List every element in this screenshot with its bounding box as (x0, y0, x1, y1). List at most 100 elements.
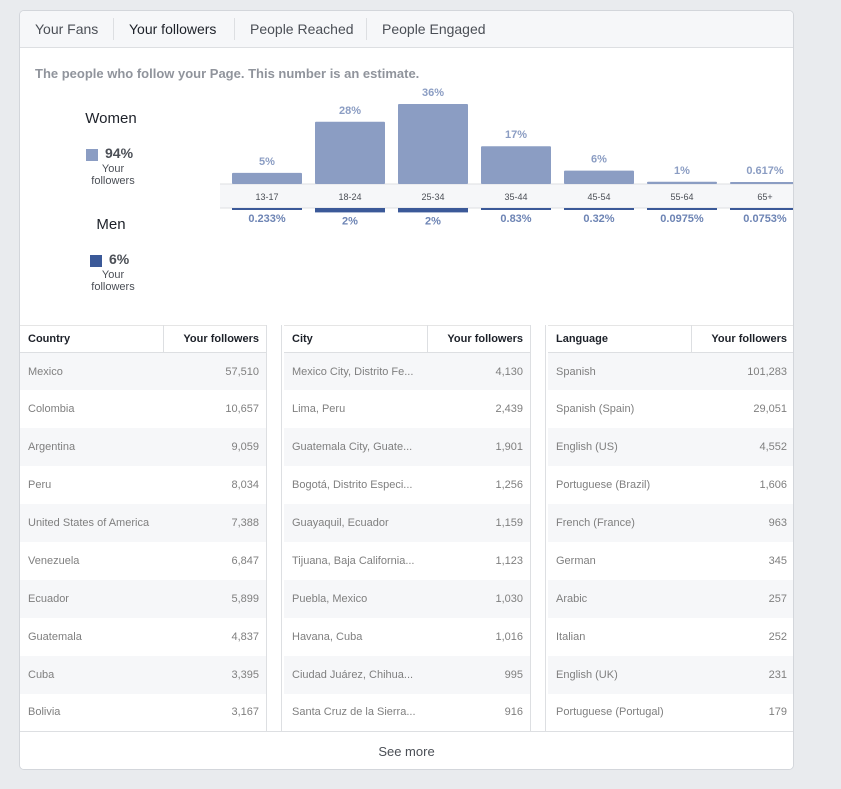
row-label: Ecuador (20, 579, 163, 618)
row-value: 345 (768, 554, 787, 567)
see-more-button[interactable]: See more (378, 744, 435, 759)
men-percent: 6% (109, 251, 130, 267)
row-value: 4,552 (691, 428, 793, 467)
women-title: Women (85, 110, 137, 127)
row-value: 9,059 (163, 428, 267, 467)
tab-your-fans[interactable]: Your Fans (35, 21, 99, 37)
men-bar (730, 208, 793, 210)
breakdown-tables: Country Your followers Mexico 57,510 Colom… (20, 325, 793, 731)
table-row: Puebla, Mexico 1,030 (284, 579, 531, 618)
age-tick-label: 35-44 (504, 192, 527, 202)
women-percent: 94% (105, 145, 134, 161)
row-value: 5,899 (163, 579, 267, 618)
women-bar-label: 17% (505, 129, 527, 141)
row-value: 1,123 (495, 554, 523, 567)
table-row: Peru 8,034 (20, 466, 267, 504)
tab-separator (113, 18, 114, 40)
men-bar-label: 0.233% (248, 213, 286, 225)
city-followers-header[interactable]: Your followers (427, 325, 531, 353)
row-label: French (France) (548, 504, 691, 542)
tab-people-engaged[interactable]: People Engaged (382, 21, 486, 37)
tab-bar: Your Fans Your followers People Reached … (20, 11, 793, 48)
row-value: 231 (691, 655, 793, 694)
row-value: 8,034 (231, 479, 259, 492)
table-row: French (France) 963 (548, 504, 793, 542)
men-bar (564, 208, 634, 210)
women-bar (232, 172, 302, 184)
table-row: Mexico 57,510 (20, 352, 267, 391)
row-value: 6,847 (231, 554, 259, 567)
table-row: United States of America 7,388 (20, 504, 267, 542)
women-bar (481, 146, 551, 184)
row-value: 963 (691, 504, 793, 542)
men-bar (315, 208, 385, 213)
table-divider (266, 325, 282, 731)
age-axis-band (220, 184, 793, 208)
table-row: English (UK) 231 (548, 655, 793, 694)
row-label: Bolivia (28, 706, 61, 719)
women-bar (398, 104, 468, 184)
table-row: Lima, Peru 2,439 (284, 390, 531, 428)
table-row: Portuguese (Portugal) 179 (548, 694, 793, 732)
row-value: 3,167 (231, 706, 259, 719)
row-label: Lima, Peru (292, 403, 346, 416)
row-label: English (UK) (548, 655, 691, 694)
women-swatch (86, 149, 98, 161)
row-value: 4,837 (231, 630, 259, 643)
men-swatch (90, 255, 102, 267)
language-header[interactable]: Language (548, 325, 692, 353)
men-bar (481, 208, 551, 210)
age-tick-label: 65+ (757, 192, 772, 202)
women-bar-label: 1% (674, 165, 690, 177)
table-row: Tijuana, Baja California... 1,123 (284, 542, 531, 580)
age-gender-chart: 5% 0.233% 13-17 28% 2% 18-24 36% 2% 25-34 17% 0.83… (220, 87, 793, 227)
table-divider (530, 325, 546, 731)
row-value: 1,159 (427, 504, 531, 542)
women-bar (647, 181, 717, 184)
row-value: 101,283 (691, 352, 793, 391)
country-header[interactable]: Country (20, 325, 164, 353)
tab-your-followers[interactable]: Your followers (129, 21, 217, 37)
row-label: Cuba (20, 655, 163, 694)
women-bar-label: 5% (259, 156, 275, 168)
table-row: Spanish (Spain) 29,051 (548, 390, 793, 428)
table-row: German 345 (548, 542, 793, 580)
men-bar-label: 0.0975% (660, 213, 704, 225)
men-bar-label: 2% (342, 215, 358, 227)
country-followers-header[interactable]: Your followers (163, 325, 267, 353)
tab-people-reached[interactable]: People Reached (250, 21, 354, 37)
women-bar-label: 0.617% (746, 165, 784, 177)
row-value: 995 (427, 655, 531, 694)
row-value: 2,439 (495, 403, 523, 416)
table-row: Argentina 9,059 (20, 428, 267, 467)
men-bar-label: 0.0753% (743, 213, 787, 225)
row-value: 1,016 (495, 630, 523, 643)
age-tick-label: 45-54 (587, 192, 610, 202)
row-label: Guayaquil, Ecuador (284, 504, 427, 542)
table-row: Portuguese (Brazil) 1,606 (548, 466, 793, 504)
row-value: 10,657 (225, 403, 259, 416)
city-header[interactable]: City (284, 325, 428, 353)
table-row: Guayaquil, Ecuador 1,159 (284, 504, 531, 542)
table-row: Guatemala City, Guate... 1,901 (284, 428, 531, 467)
row-label: Guatemala (28, 630, 82, 643)
row-value: 1,901 (427, 428, 531, 467)
women-bar-label: 6% (591, 154, 607, 166)
row-label: Argentina (20, 428, 163, 467)
tab-separator (234, 18, 235, 40)
row-label: German (556, 554, 596, 567)
row-value: 252 (768, 630, 787, 643)
table-row: Havana, Cuba 1,016 (284, 618, 531, 656)
language-followers-header[interactable]: Your followers (691, 325, 793, 353)
row-label: Bogotá, Distrito Especi... (292, 479, 413, 492)
table-row: Italian 252 (548, 618, 793, 656)
men-bar-label: 0.83% (500, 213, 531, 225)
row-value: 1,030 (427, 579, 531, 618)
row-label: Spanish (548, 352, 691, 391)
men-bar (398, 208, 468, 213)
footer: See more (20, 731, 793, 769)
row-label: Mexico City, Distrito Fe... (284, 352, 427, 391)
city-table: City Your followers Mexico City, Distrit… (284, 325, 531, 731)
table-row: Santa Cruz de la Sierra... 916 (284, 694, 531, 732)
row-label: Italian (556, 630, 586, 643)
